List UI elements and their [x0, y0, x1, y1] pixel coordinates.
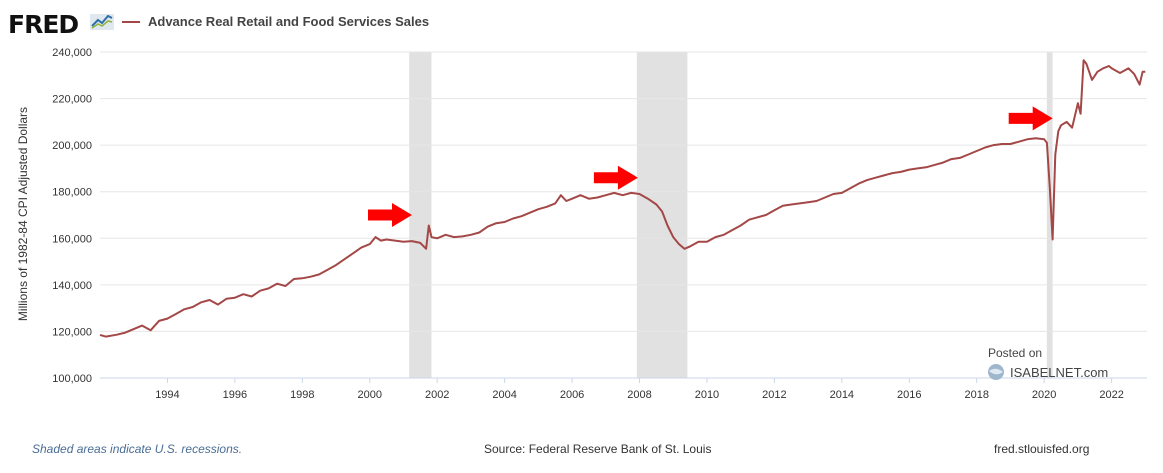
isabelnet-globe-icon	[988, 364, 1004, 380]
recession-band	[1046, 52, 1053, 378]
x-tick-label: 2014	[830, 389, 854, 401]
recession-band	[636, 52, 688, 378]
fred-graph-icon	[90, 14, 114, 30]
x-tick-label: 1996	[223, 389, 247, 401]
chart-legend[interactable]: Advance Real Retail and Food Services Sa…	[122, 14, 429, 29]
x-tick-label: 2018	[964, 389, 988, 401]
recession-band	[409, 52, 432, 378]
legend-swatch	[122, 20, 140, 23]
annotation-arrows-group	[368, 106, 1053, 227]
x-tick-label: 2002	[425, 389, 449, 401]
source-note[interactable]: Source: Federal Reserve Bank of St. Loui…	[484, 442, 712, 456]
legend-label: Advance Real Retail and Food Services Sa…	[148, 14, 430, 29]
x-tick-label: 1994	[155, 389, 179, 401]
y-tick-label: 120,000	[52, 326, 92, 338]
recession-shading-group	[409, 52, 1053, 378]
x-tick-label: 2006	[560, 389, 584, 401]
y-tick-label: 240,000	[52, 47, 92, 59]
y-tick-label: 100,000	[52, 373, 92, 385]
axes-group: 100,000 120,000 140,000 160,000 180,000 200,0…	[52, 47, 1147, 401]
x-tick-label: 2008	[627, 389, 651, 401]
y-tick-label: 140,000	[52, 280, 92, 292]
chart-header: FRED Advance Real Retail and Food Servic…	[8, 8, 608, 39]
recession-note: Shaded areas indicate U.S. recessions.	[32, 442, 243, 456]
x-tick-label: 2010	[695, 389, 719, 401]
red-arrow-icon	[1008, 106, 1053, 131]
red-arrow-icon	[593, 165, 638, 190]
series-group	[99, 59, 1146, 338]
x-tick-label: 2020	[1032, 389, 1056, 401]
red-arrow-icon	[368, 203, 412, 227]
x-tick-label: 2000	[358, 389, 382, 401]
y-tick-label: 160,000	[52, 233, 92, 245]
fred-logo[interactable]: FRED	[8, 10, 79, 39]
x-tick-label: 2016	[897, 389, 921, 401]
x-tick-label: 2012	[762, 389, 786, 401]
x-tick-label: 2004	[492, 389, 516, 401]
x-tick-label: 2022	[1099, 389, 1123, 401]
series-line	[99, 59, 1146, 338]
y-tick-label: 200,000	[52, 140, 92, 152]
gridlines-group	[100, 51, 1147, 379]
y-tick-label: 180,000	[52, 187, 92, 199]
isabelnet-watermark: ISABELNET.com	[986, 362, 1108, 382]
fred-site-link[interactable]: fred.stlouisfed.org	[994, 442, 1090, 456]
x-tick-label: 1998	[290, 389, 314, 401]
isabelnet-brand: ISABELNET.com	[1010, 364, 1109, 380]
y-tick-label: 220,000	[52, 94, 92, 106]
posted-on-label: Posted on	[988, 346, 1043, 360]
